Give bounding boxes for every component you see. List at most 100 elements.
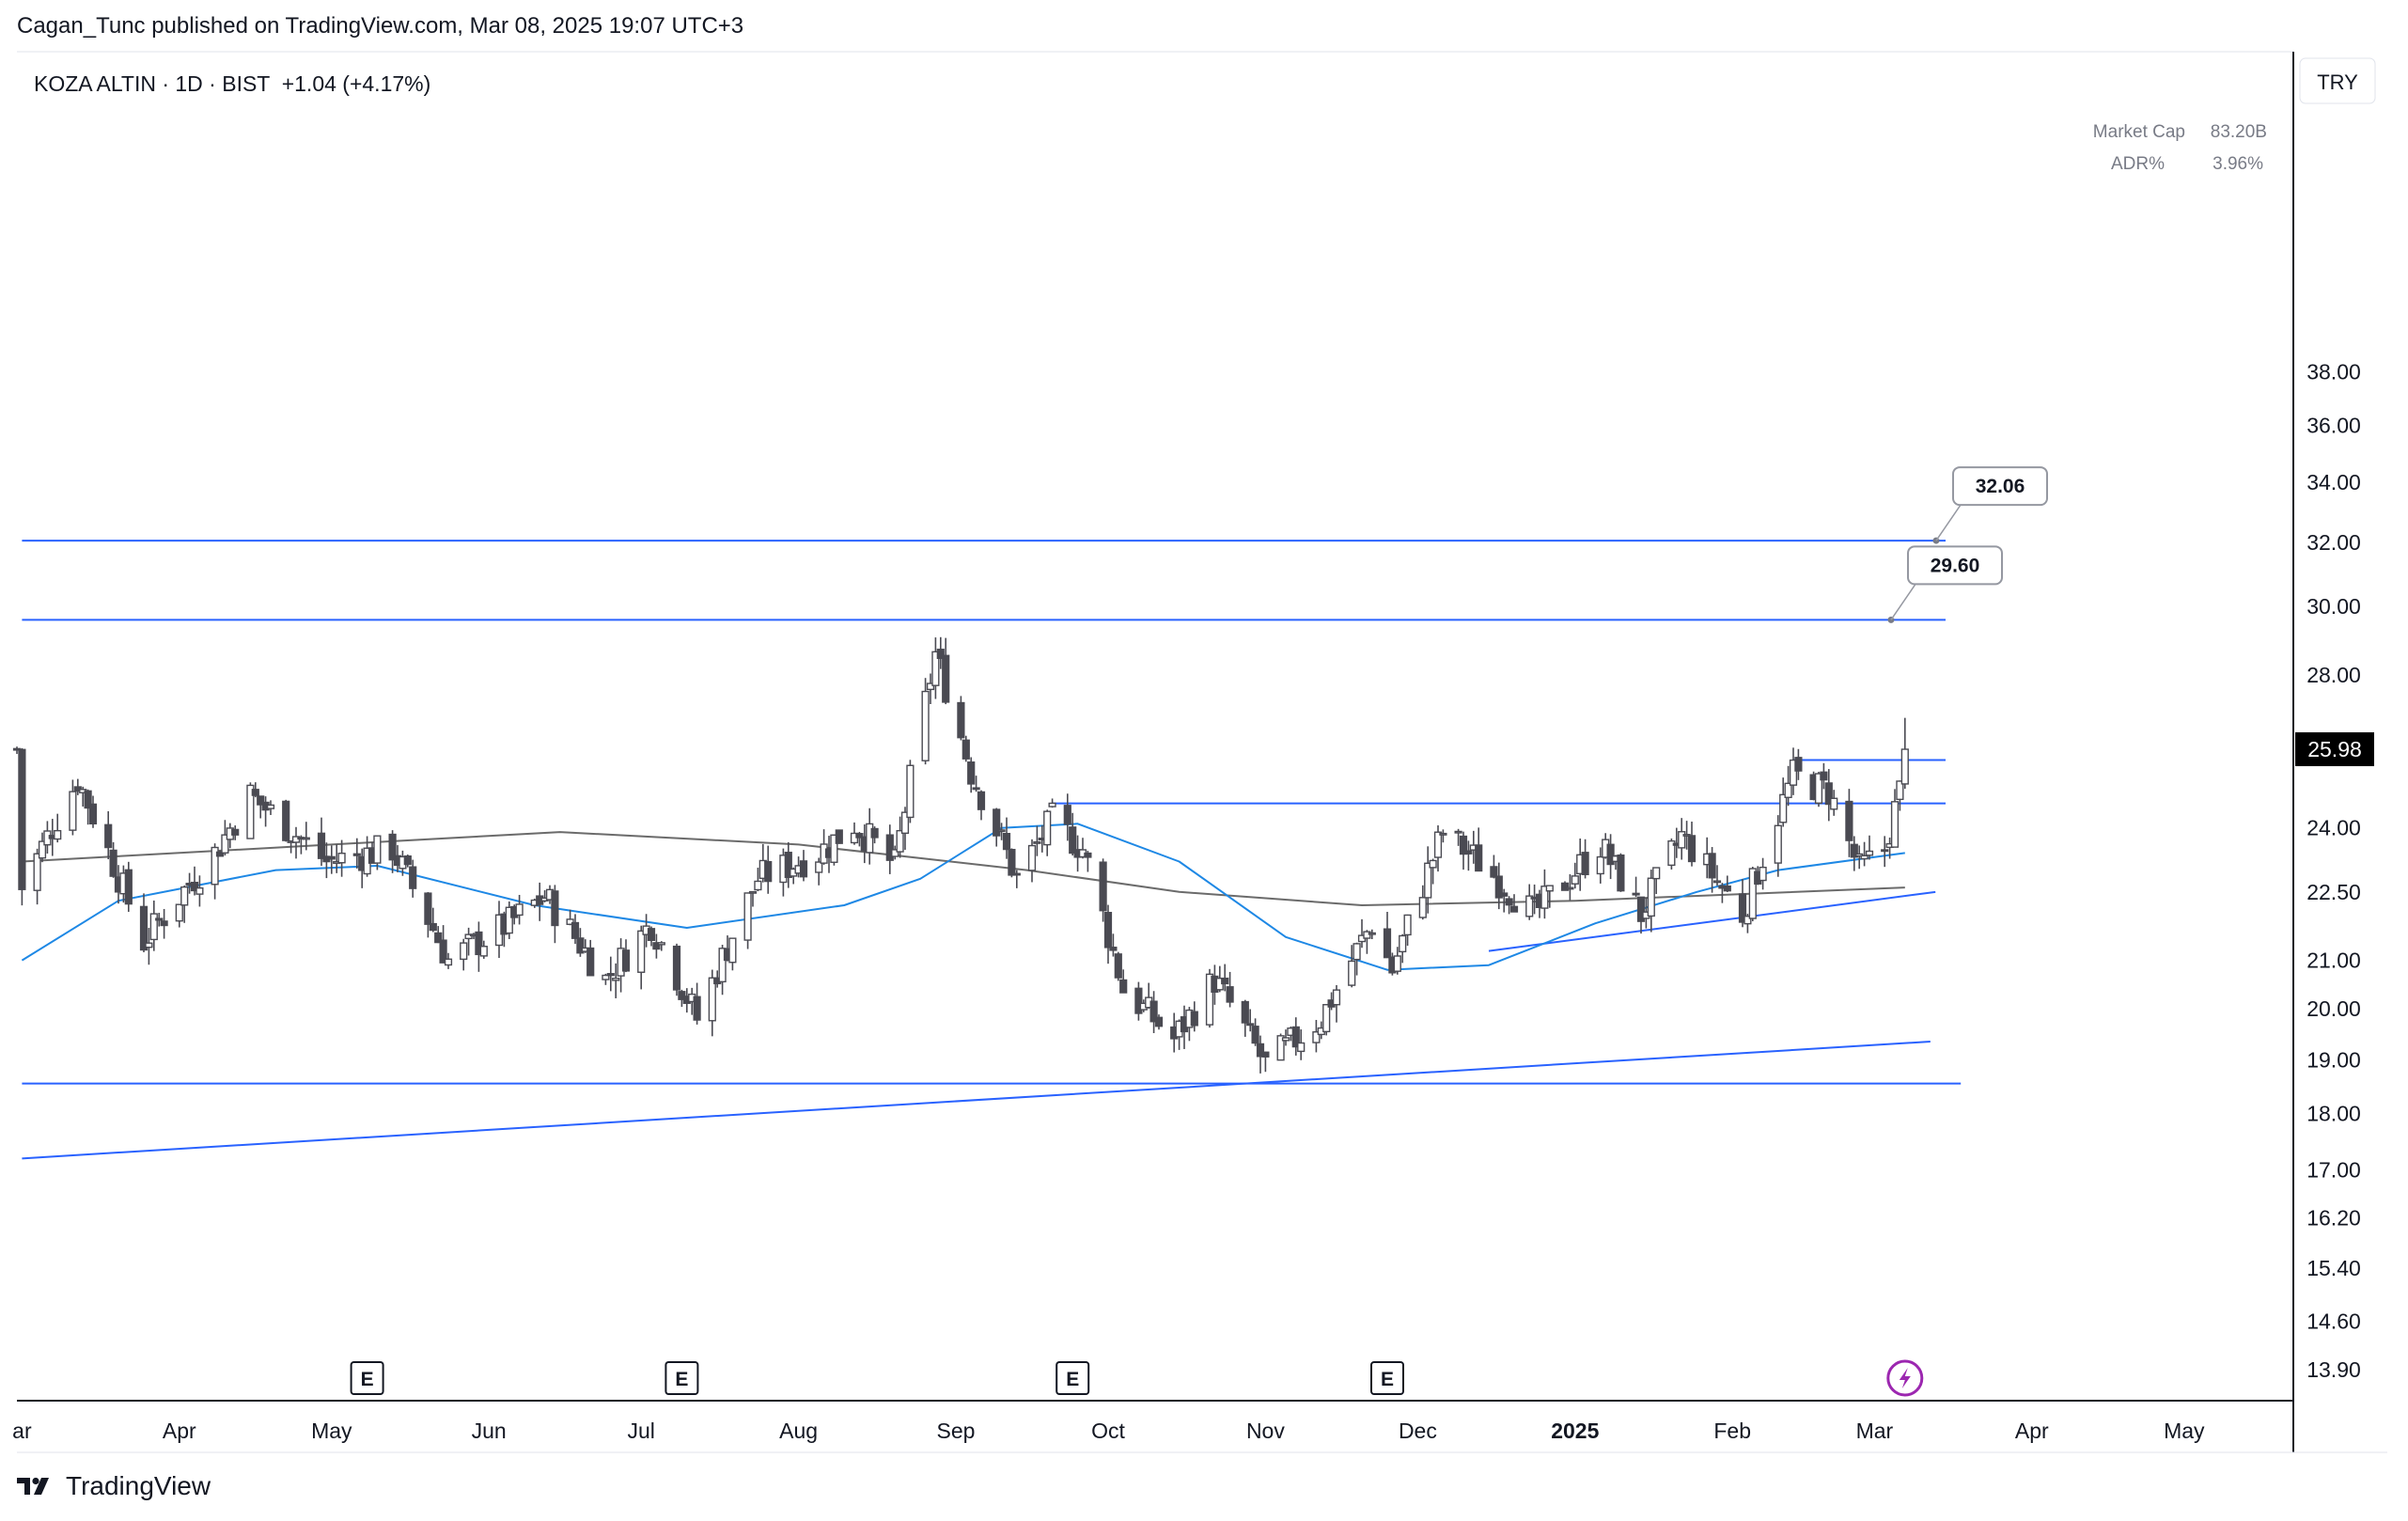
candle-body xyxy=(1774,824,1782,864)
candle-body xyxy=(571,921,580,939)
candle-layer xyxy=(12,636,1909,1074)
y-tick-label: 17.00 xyxy=(2306,1158,2361,1183)
price-callout-label: 29.60 xyxy=(1931,555,1980,576)
candle-body xyxy=(464,933,473,940)
candle-body xyxy=(444,958,453,966)
price-callout-box[interactable] xyxy=(1952,466,2048,507)
earnings-event-icon[interactable] xyxy=(665,1361,699,1395)
candle-body xyxy=(1789,759,1798,786)
y-tick-label: 15.40 xyxy=(2306,1256,2361,1280)
earnings-event-icon[interactable] xyxy=(1055,1361,1090,1395)
candle-body xyxy=(1393,955,1401,972)
candle-body xyxy=(754,880,762,891)
candle-body xyxy=(1383,928,1392,959)
last-price-label: 25.98 xyxy=(2307,737,2362,761)
candle-body xyxy=(586,947,595,977)
candle-body xyxy=(1738,893,1747,923)
candle-body xyxy=(1439,832,1447,836)
candle-body xyxy=(748,890,758,894)
candle-body xyxy=(1429,859,1437,869)
currency-button[interactable]: TRY xyxy=(2317,71,2358,94)
y-tick-label: 24.00 xyxy=(2306,816,2361,840)
price-callout-pointer xyxy=(1935,504,1985,541)
candle-body xyxy=(475,931,483,956)
candle-body xyxy=(1667,839,1676,867)
candle-body xyxy=(434,932,443,944)
candle-body xyxy=(266,804,275,809)
x-tick-label: Sep xyxy=(937,1419,976,1443)
earnings-event-label: E xyxy=(675,1369,688,1390)
earnings-event-icon[interactable] xyxy=(1370,1361,1404,1395)
candle-body xyxy=(1571,875,1579,885)
candle-body xyxy=(505,906,513,934)
candle-body xyxy=(1433,831,1443,858)
candle-body xyxy=(1043,810,1052,846)
candle-body xyxy=(993,808,1001,837)
candle-body xyxy=(1454,830,1462,834)
y-tick-label: 14.60 xyxy=(2306,1309,2361,1333)
candle-body xyxy=(1865,850,1874,856)
earnings-event-label: E xyxy=(361,1369,374,1390)
candle-body xyxy=(190,881,199,892)
candle-body xyxy=(1205,973,1214,1026)
earnings-event-label: E xyxy=(1066,1369,1079,1390)
candle-body xyxy=(870,827,879,839)
market-cap-label: Market Cap xyxy=(2093,122,2185,142)
candle-body xyxy=(145,942,153,949)
candle-body xyxy=(728,937,737,964)
symbol-line[interactable]: KOZA ALTIN · 1D · BIST +1.04 (+4.17%) xyxy=(34,71,430,96)
time-axis[interactable]: ar Apr May Jun Jul Aug Sep Oct Nov Dec 2025 Feb Mar A… xyxy=(12,1419,2205,1443)
candle-body xyxy=(439,939,447,964)
candle-body xyxy=(424,892,432,925)
candle-body xyxy=(977,791,986,810)
candle-body xyxy=(1830,797,1838,810)
adr-label: ADR% xyxy=(2111,154,2165,174)
candle-body xyxy=(1297,1042,1306,1053)
candle-body xyxy=(1348,960,1356,986)
candle-body xyxy=(815,861,823,873)
candle-body xyxy=(373,835,382,864)
candle-body xyxy=(612,978,620,981)
candle-body xyxy=(302,837,310,840)
candle-body xyxy=(1509,905,1519,913)
candle-body xyxy=(1033,840,1041,844)
candle-body xyxy=(69,791,77,831)
candle-body xyxy=(1606,843,1615,866)
x-tick-label: ar xyxy=(12,1419,32,1443)
price-callout-box[interactable] xyxy=(1907,545,2003,586)
candle-body xyxy=(1332,989,1341,1006)
candle-body xyxy=(1312,1031,1321,1043)
candle-body xyxy=(1002,833,1011,851)
candle-body xyxy=(195,886,204,895)
price-axis[interactable]: 38.00 36.00 34.00 32.00 30.00 28.00 24.00 22.50… xyxy=(2295,360,2374,1383)
y-tick-label: 20.00 xyxy=(2306,996,2361,1021)
earnings-event-icon[interactable] xyxy=(350,1361,384,1395)
candle-body xyxy=(160,920,168,927)
candle-body xyxy=(1281,1037,1290,1042)
candle-body xyxy=(1687,835,1697,863)
candle-body xyxy=(1494,875,1503,899)
candle-body xyxy=(1475,844,1483,872)
tradingview-footer[interactable]: TradingView xyxy=(17,1471,211,1501)
candle-body xyxy=(403,855,412,866)
candle-body xyxy=(900,811,910,835)
currency-button-bg[interactable] xyxy=(2299,57,2376,104)
candle-body xyxy=(1678,831,1686,849)
price-callout-pointer xyxy=(1890,583,1940,620)
candle-body xyxy=(1636,896,1646,922)
candle-body xyxy=(327,855,336,860)
candle-body xyxy=(1246,1023,1255,1027)
trend-line[interactable] xyxy=(22,1041,1931,1160)
trend-line[interactable] xyxy=(1488,890,1936,952)
candle-body xyxy=(257,795,265,806)
candle-body xyxy=(246,784,255,839)
candle-body xyxy=(1114,953,1122,979)
candle-body xyxy=(1560,882,1570,891)
candle-body xyxy=(479,946,488,957)
y-tick-label: 38.00 xyxy=(2306,360,2361,384)
candle-body xyxy=(180,886,189,906)
candle-body xyxy=(1900,748,1909,785)
candle-body xyxy=(317,832,326,859)
